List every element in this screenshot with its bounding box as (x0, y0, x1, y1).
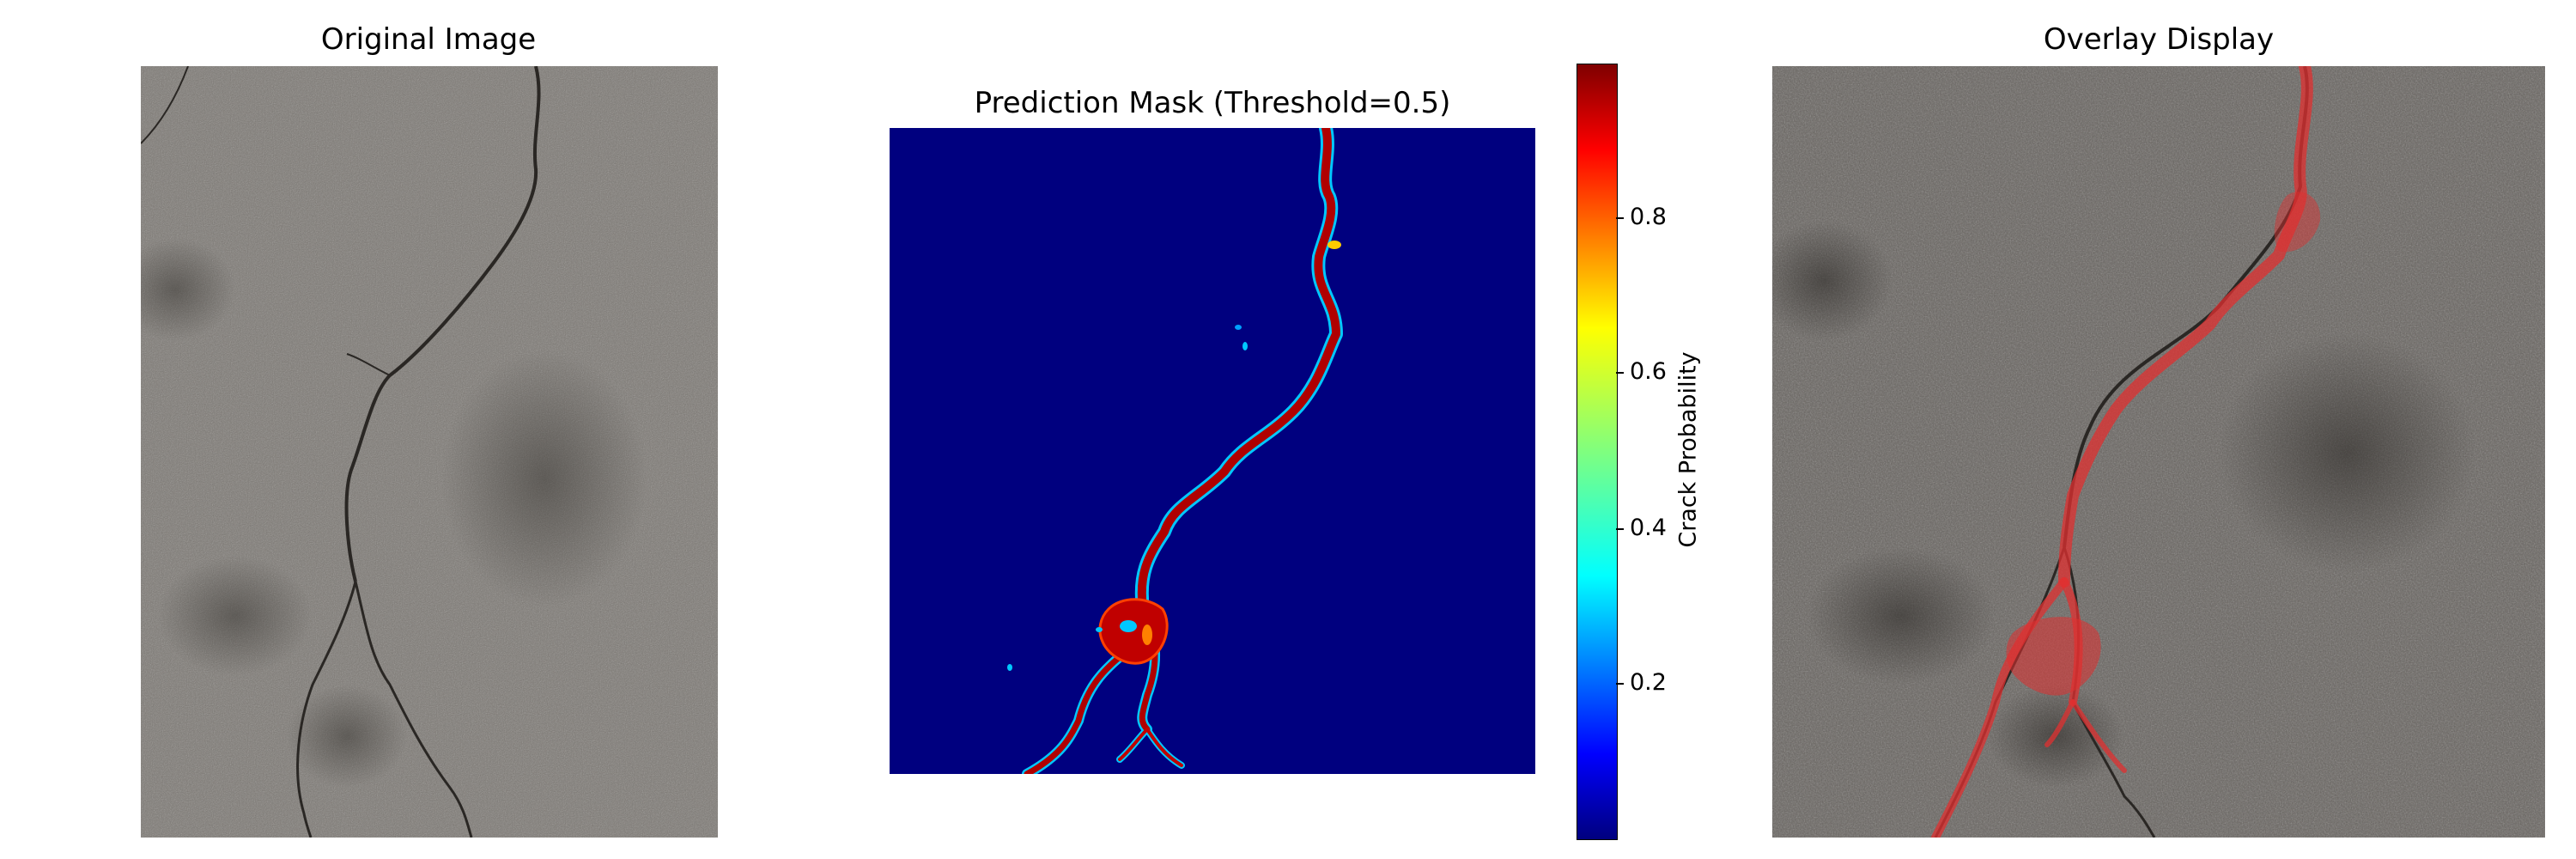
overlay-image (1772, 66, 2545, 838)
overlay-display-title: Overlay Display (2043, 22, 2275, 57)
prediction-mask-image (890, 128, 1535, 774)
original-image (141, 66, 718, 838)
crack-path (344, 66, 541, 582)
colorbar-tick-0.6 (1616, 372, 1624, 374)
colorbar-tick-label-0.4: 0.4 (1630, 515, 1667, 541)
colorbar-tick-0.2 (1616, 683, 1624, 685)
colorbar-tick-label-0.6: 0.6 (1630, 358, 1667, 385)
overlay-crack-path (2058, 66, 2313, 588)
colorbar-tick-label-0.8: 0.8 (1630, 204, 1667, 230)
colorbar-label: Crack Probability (1674, 351, 1702, 548)
colorbar-tick-0.4 (1616, 528, 1624, 530)
original-image-title: Original Image (320, 22, 537, 57)
colorbar (1577, 64, 1618, 840)
colorbar-tick-0.8 (1616, 217, 1624, 219)
colorbar-tick-label-0.2: 0.2 (1630, 669, 1667, 696)
prediction-mask-title: Prediction Mask (Threshold=0.5) (974, 86, 1451, 120)
